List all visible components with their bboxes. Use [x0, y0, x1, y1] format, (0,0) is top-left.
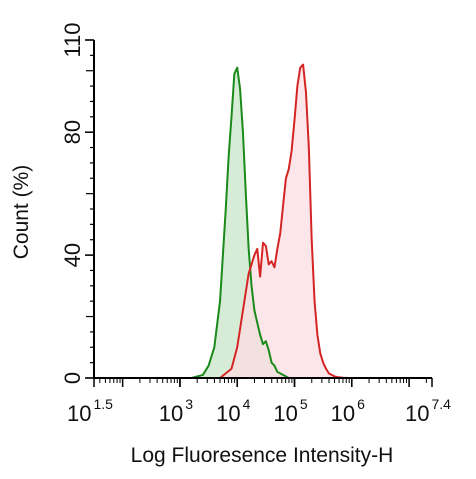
- y-tick-label: 0: [60, 372, 85, 384]
- x-tick-exponent: 6: [357, 396, 365, 412]
- x-tick-label: 10 5: [273, 396, 307, 426]
- y-tick-label: 40: [60, 243, 85, 267]
- series-2-line: [219, 63, 349, 379]
- series-1-line: [191, 66, 290, 379]
- x-tick-label: 10 4: [216, 396, 250, 426]
- x-tick-base: 10: [216, 401, 240, 426]
- plot-series: [191, 63, 349, 379]
- x-tick-base: 10: [159, 401, 183, 426]
- x-tick-exponent: 7.4: [432, 396, 452, 412]
- x-tick-exponent: 4: [243, 396, 251, 412]
- y-axis-ticks: 0 40 80 110: [60, 22, 94, 384]
- x-axis-title: Log Fluoresence Intensity-H: [131, 444, 394, 467]
- x-tick-label: 10 1.5: [67, 396, 113, 426]
- x-tick-base: 10: [331, 401, 355, 426]
- x-tick-base: 10: [405, 401, 429, 426]
- y-axis-title: Count (%): [10, 165, 33, 260]
- x-tick-exponent: 1.5: [94, 396, 114, 412]
- x-axis-ticks: 10 1.5 10 3 10 4 10 5 10 6 10 7.4: [67, 378, 451, 426]
- x-tick-exponent: 3: [185, 396, 193, 412]
- x-tick-label: 10 7.4: [405, 396, 451, 426]
- x-tick-base: 10: [67, 401, 91, 426]
- x-tick-label: 10 3: [159, 396, 193, 426]
- y-tick-label: 80: [60, 120, 85, 144]
- x-tick-base: 10: [273, 401, 297, 426]
- x-tick-exponent: 5: [300, 396, 308, 412]
- series-1-area: [191, 67, 289, 379]
- x-tick-label: 10 6: [331, 396, 365, 426]
- y-tick-label: 110: [60, 22, 85, 57]
